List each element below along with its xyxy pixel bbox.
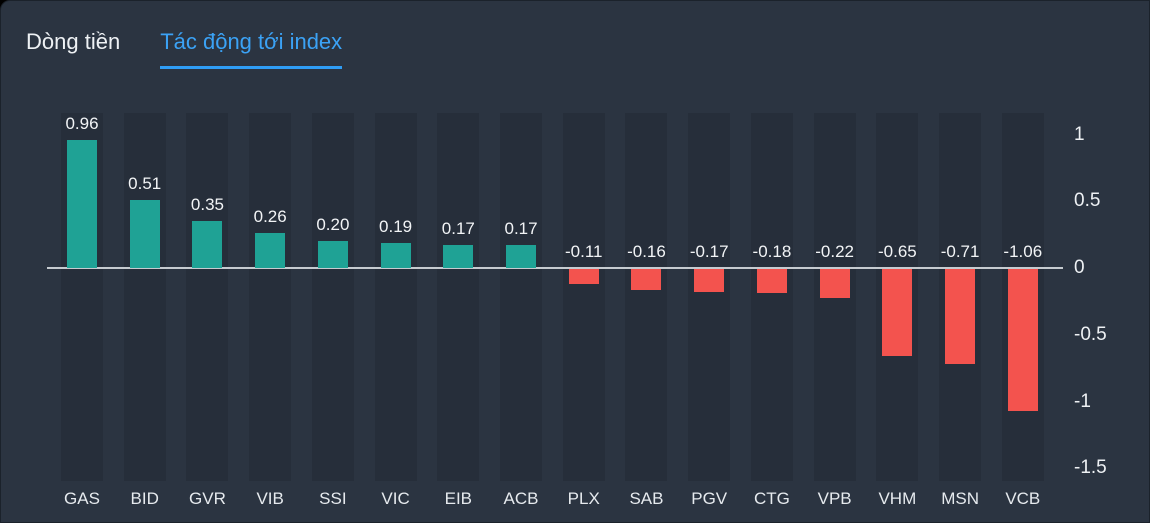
y-axis-label: 1: [1074, 123, 1085, 145]
x-axis-label: BID: [130, 489, 159, 508]
value-label: 0.17: [504, 219, 538, 239]
bar-PGV: [694, 269, 725, 292]
x-axis-label: EIB: [444, 489, 473, 508]
value-label: 0.51: [128, 173, 162, 193]
y-axis-label: -1.5: [1074, 457, 1107, 479]
column-band: [625, 113, 668, 481]
column-band: [562, 113, 605, 481]
bar-PLX: [568, 269, 599, 284]
column-band: [437, 113, 480, 481]
x-axis-label: ACB: [503, 489, 539, 508]
value-label: -0.16: [627, 242, 666, 261]
x-axis-label: VIC: [381, 489, 410, 508]
zero-line: [47, 267, 1063, 269]
bar-GVR: [192, 221, 223, 268]
bar-GAS: [67, 139, 97, 268]
bar-VIB: [255, 233, 286, 268]
x-axis-label: PGV: [691, 489, 728, 508]
value-label: -0.11: [565, 242, 603, 261]
value-label: -0.65: [877, 242, 917, 261]
column-band: [311, 113, 354, 481]
x-axis-label: SAB: [629, 489, 664, 508]
y-axis-label: -0.5: [1074, 323, 1107, 345]
bar-SAB: [631, 269, 662, 291]
tab-tac-dong-toi-index[interactable]: Tác động tới index: [160, 29, 343, 70]
value-label: 0.26: [253, 207, 287, 227]
x-axis-label: VPB: [817, 489, 852, 508]
x-axis-label: VIB: [256, 489, 284, 508]
value-label: -0.18: [752, 242, 792, 261]
column-band: [750, 113, 793, 481]
bar-VHM: [882, 269, 913, 356]
bar-CTG: [756, 269, 787, 294]
column-band: [374, 113, 417, 481]
bar-VIC: [380, 242, 411, 268]
value-label: 0.35: [190, 195, 224, 215]
y-axis-label: -1: [1074, 390, 1091, 412]
x-axis-label: SSI: [319, 489, 347, 508]
bar-EIB: [443, 245, 474, 268]
column-band: [249, 113, 292, 481]
value-label: -0.71: [940, 242, 980, 261]
value-label: -0.17: [689, 242, 729, 261]
column-band: [123, 113, 166, 481]
column-band: [186, 113, 229, 481]
bar-VCB: [1007, 269, 1038, 411]
value-label: 0.19: [379, 216, 413, 236]
value-label: -0.22: [815, 242, 854, 261]
value-label: 0.96: [65, 113, 99, 133]
x-axis-label: VCB: [1005, 489, 1041, 508]
x-axis-label: CTG: [753, 489, 790, 508]
x-axis-label: VHM: [878, 489, 917, 508]
bar-MSN: [945, 269, 976, 364]
value-label: 0.20: [316, 215, 350, 235]
tab-dong-tien[interactable]: Dòng tiền: [26, 29, 121, 54]
tab-bar: Dòng tiền Tác động tới index: [26, 29, 343, 70]
column-band: [688, 113, 731, 481]
x-axis-label: PLX: [567, 489, 600, 508]
bar-VPB: [819, 269, 850, 299]
bar-ACB: [506, 245, 537, 268]
y-axis-label: 0.5: [1074, 190, 1101, 212]
bar-BID: [129, 199, 160, 268]
x-axis-label: GVR: [189, 489, 226, 508]
y-axis-label: 0: [1074, 257, 1085, 278]
x-axis-label: GAS: [64, 489, 100, 508]
x-axis-label: MSN: [941, 489, 979, 508]
value-label: -1.06: [1003, 242, 1043, 261]
value-label: 0.17: [441, 219, 475, 239]
column-band: [500, 113, 543, 481]
bar-SSI: [317, 241, 348, 268]
